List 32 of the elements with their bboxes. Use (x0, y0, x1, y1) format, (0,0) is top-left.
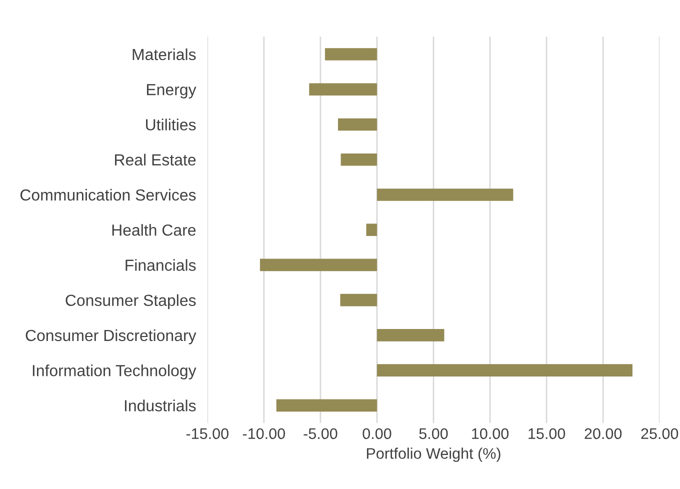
y-tick-label: Utilities (146, 118, 196, 130)
y-tick-label: Consumer Discretionary (26, 329, 196, 344)
bar (340, 153, 377, 166)
x-tick-label: 10.00 (472, 428, 509, 440)
y-tick-label: Consumer Staples (66, 294, 196, 310)
x-tick-label: -15.00 (186, 428, 228, 440)
y-tick-label: Materials (132, 48, 196, 60)
bar (260, 258, 377, 272)
x-tick-label: 20.00 (584, 428, 622, 440)
y-tick-label: Health Care (112, 224, 196, 236)
y-tick-label: Financials (126, 259, 196, 271)
x-axis-title: Portfolio Weight (%) (366, 448, 500, 462)
x-tick-label: 5.00 (419, 428, 448, 440)
y-tick-label: Information Technology (32, 364, 196, 380)
y-tick-label: Industrials (124, 400, 196, 412)
bar (376, 364, 632, 376)
y-tick-label: Communication Services (20, 188, 196, 201)
x-tick-label: 25.00 (641, 428, 678, 440)
bar (340, 294, 377, 306)
bar (309, 83, 377, 96)
bar (366, 224, 377, 236)
bar (338, 118, 377, 131)
bar (276, 399, 377, 412)
y-tick-label: Energy (146, 84, 196, 98)
x-tick-label: -10.00 (242, 428, 285, 440)
x-tick-label: 0.00 (362, 428, 392, 440)
x-tick-label: -5.00 (304, 428, 338, 440)
bar (376, 188, 514, 201)
bar (324, 48, 377, 60)
x-tick-label: 15.00 (528, 428, 566, 440)
bar (376, 329, 444, 342)
y-tick-label: Real Estate (115, 154, 196, 166)
